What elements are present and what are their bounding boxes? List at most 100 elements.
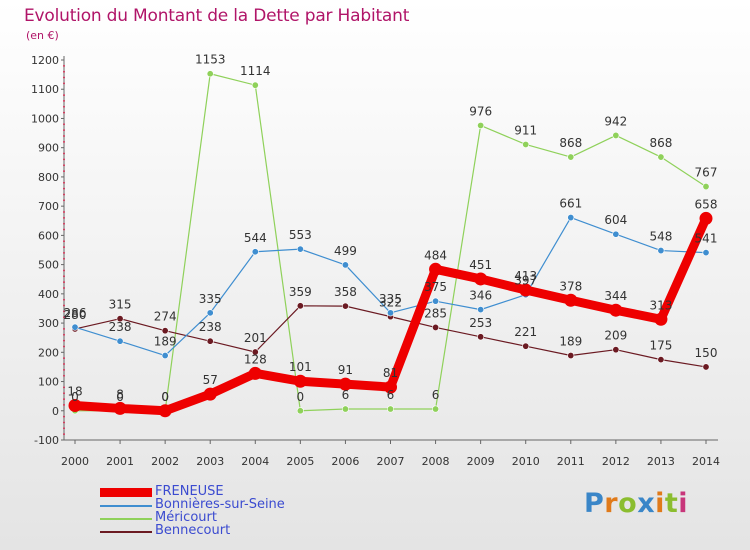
y-minor-tick: [63, 257, 65, 260]
y-tick-label: 900: [38, 142, 59, 155]
x-tick-label: 2010: [512, 455, 540, 468]
x-tick-label: 2009: [467, 455, 495, 468]
data-label: 238: [109, 320, 132, 334]
legend-label-bennecourt: Bennecourt: [155, 523, 231, 538]
data-point: [293, 374, 307, 388]
data-point: [116, 315, 124, 323]
y-minor-tick: [63, 135, 65, 137]
data-point: [113, 401, 127, 415]
x-tick-label: 2007: [377, 455, 405, 468]
y-minor-tick: [63, 211, 65, 213]
data-point: [702, 363, 710, 371]
legend-label-bonnieres: Bonnières-sur-Seine: [155, 497, 285, 512]
data-point: [206, 309, 214, 317]
data-label: 209: [604, 329, 627, 343]
data-point: [432, 297, 440, 305]
data-label: 0: [297, 390, 305, 404]
y-tick-label: 200: [38, 346, 59, 359]
y-tick-label: 500: [38, 259, 59, 272]
x-tick-label: 2003: [196, 455, 224, 468]
data-label: 0: [71, 390, 79, 404]
data-label: 413: [514, 269, 537, 283]
data-point: [477, 121, 485, 129]
legend-item-bennecourt: Bennecourt: [100, 523, 360, 538]
legend-swatch-freneuse: [100, 488, 152, 497]
data-point: [474, 272, 488, 286]
data-point: [341, 405, 349, 413]
y-minor-tick: [63, 170, 65, 173]
y-minor-tick: [63, 310, 65, 313]
y-minor-tick: [63, 281, 65, 284]
data-point: [567, 352, 575, 360]
data-point: [432, 323, 440, 331]
y-minor-tick: [63, 199, 65, 202]
logo-letter: r: [604, 488, 619, 519]
y-tick-label: 700: [38, 200, 59, 213]
y-minor-tick: [63, 357, 65, 360]
x-tick-label: 2011: [557, 455, 585, 468]
logo-letter: i: [655, 488, 665, 519]
data-label: 868: [559, 136, 582, 150]
chart-subtitle: (en €): [26, 29, 59, 42]
legend-swatch-bonnieres: [100, 505, 152, 507]
y-minor-tick: [63, 421, 65, 424]
data-point: [657, 356, 665, 364]
data-label: 767: [695, 166, 718, 180]
data-label: 201: [244, 331, 267, 345]
data-point: [161, 352, 169, 360]
y-minor-tick: [63, 403, 65, 406]
data-label: 6: [387, 388, 395, 402]
y-tick-label: 1200: [31, 54, 59, 67]
data-point: [702, 249, 710, 257]
y-minor-tick: [63, 158, 65, 161]
y-tick-label: 0: [52, 405, 59, 418]
data-point: [116, 337, 124, 345]
y-tick-label: 800: [38, 171, 59, 184]
data-label: 6: [432, 388, 440, 402]
y-minor-tick: [63, 251, 65, 254]
y-minor-tick: [63, 240, 65, 243]
y-minor-tick: [63, 181, 65, 184]
data-label: 335: [379, 292, 402, 306]
data-point: [386, 309, 394, 317]
y-minor-tick: [63, 427, 65, 430]
data-label: 0: [161, 390, 169, 404]
data-label: 661: [559, 197, 582, 211]
y-minor-tick: [63, 152, 65, 155]
y-tick-label: 100: [38, 376, 59, 389]
data-label: 976: [469, 104, 492, 118]
data-label: 868: [649, 136, 672, 150]
data-label: 0: [116, 390, 124, 404]
y-minor-tick: [63, 374, 65, 377]
data-label: 150: [695, 346, 718, 360]
legend-item-bonnieres: Bonnières-sur-Seine: [100, 497, 360, 512]
data-label: 238: [199, 320, 222, 334]
data-label: 942: [604, 114, 627, 128]
x-tick-label: 2006: [331, 455, 359, 468]
data-point: [657, 153, 665, 161]
y-minor-tick: [63, 386, 65, 389]
data-label: 397: [514, 274, 537, 288]
data-point: [71, 323, 79, 331]
data-point: [657, 247, 665, 255]
y-minor-tick: [63, 316, 65, 319]
data-point: [567, 214, 575, 222]
data-label: 81: [383, 366, 398, 380]
data-point: [206, 70, 214, 78]
data-label: 285: [424, 306, 447, 320]
y-minor-tick: [63, 82, 65, 85]
y-minor-tick: [63, 105, 65, 108]
data-label: 253: [469, 316, 492, 330]
data-point: [248, 366, 262, 380]
data-label: 57: [203, 373, 218, 387]
y-tick-label: 1000: [31, 112, 59, 125]
y-minor-tick: [63, 392, 65, 395]
data-point: [699, 211, 713, 225]
legend-label-freneuse: FRENEUSE: [155, 484, 224, 499]
y-minor-tick: [63, 363, 65, 365]
y-minor-tick: [63, 368, 65, 371]
x-tick-label: 2002: [151, 455, 179, 468]
y-minor-tick: [63, 304, 65, 307]
data-label: 553: [289, 228, 312, 242]
